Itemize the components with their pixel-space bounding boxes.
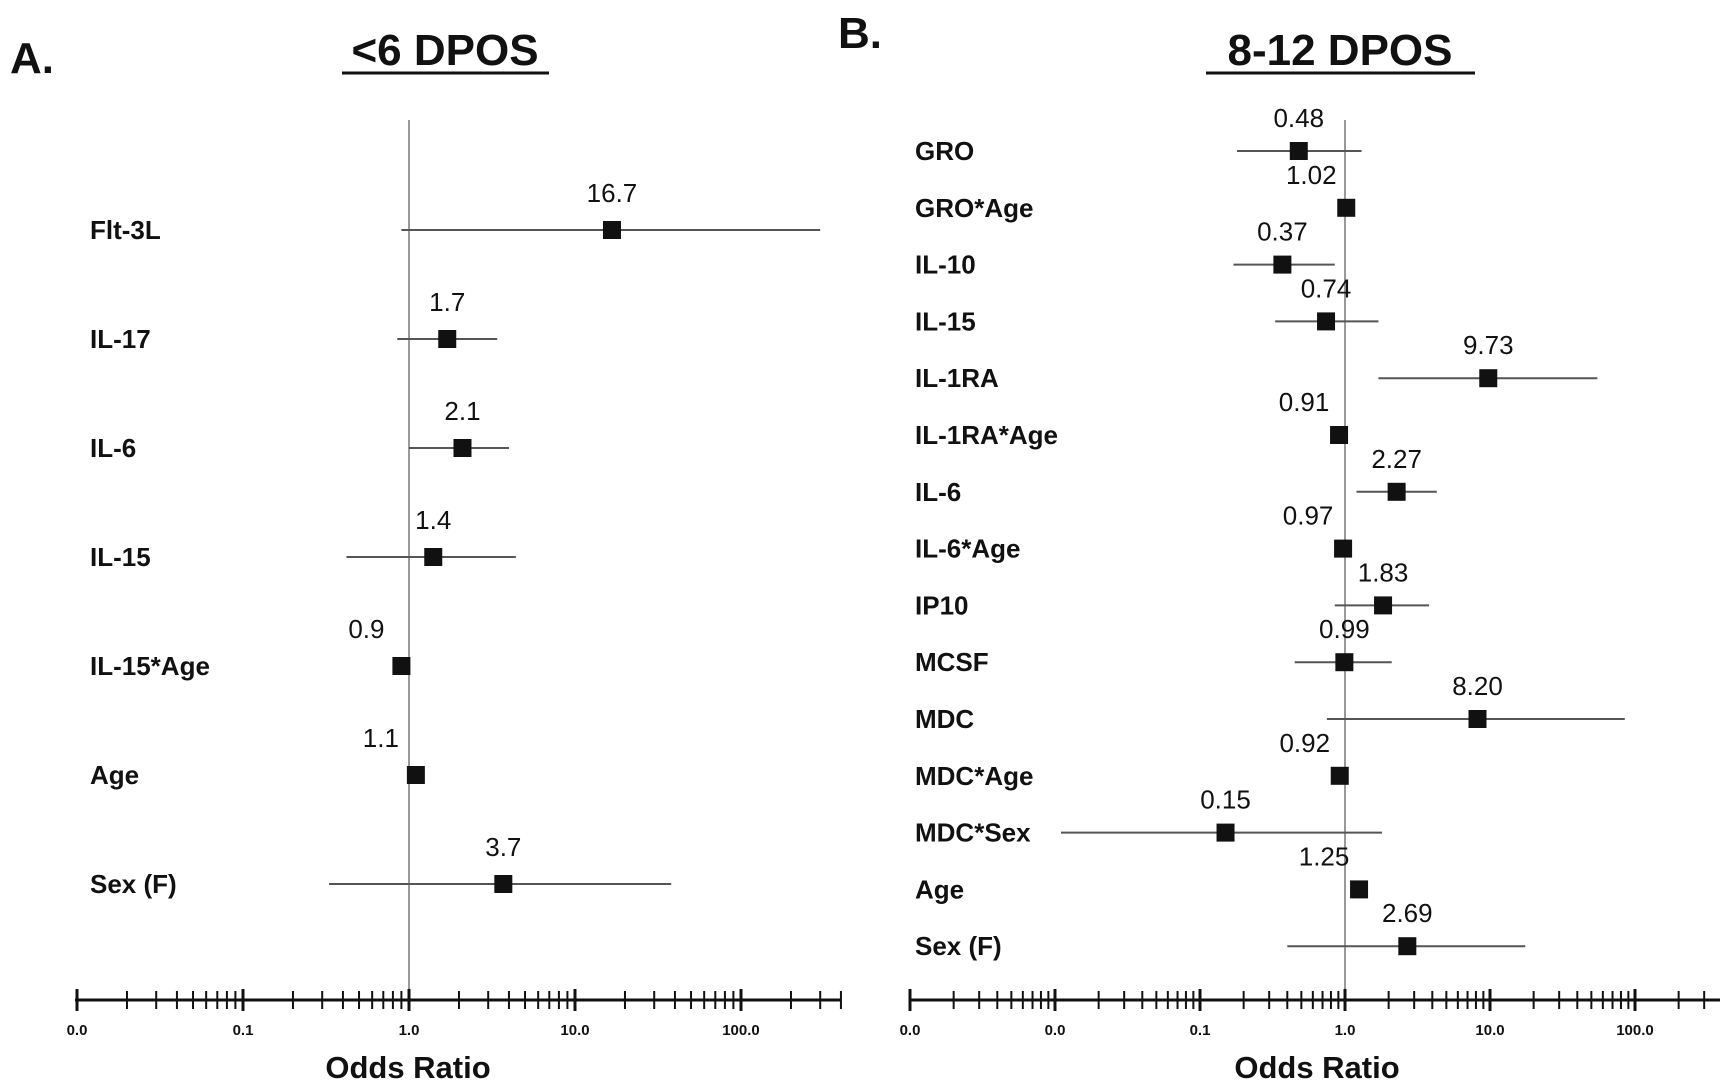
panel-a-odds-ratio-marker <box>438 330 457 348</box>
panel-b-row-label: Sex (F) <box>915 931 1002 961</box>
panel-a-plot: 0.0 0.1 1.0 10.0 100.0 Flt-3L 16.7 IL-17 1.7 IL-6… <box>67 120 842 1039</box>
panel-a-odds-ratio-marker <box>406 766 425 784</box>
panel-a-odds-ratio-marker <box>424 548 443 566</box>
panel-b-row-label: IL-1RA*Age <box>915 420 1058 450</box>
panel-a-tick-label: 0.1 <box>233 1022 254 1039</box>
panel-b-row-label: IL-6*Age <box>915 534 1020 564</box>
panel-b-odds-ratio-value: 1.02 <box>1286 160 1337 190</box>
panel-a-odds-ratio-marker <box>453 439 472 457</box>
panel-b-odds-ratio-marker <box>1335 653 1354 672</box>
panel-b-odds-ratio-value: 2.69 <box>1382 898 1433 928</box>
panel-b-odds-ratio-value: 9.73 <box>1463 330 1514 360</box>
panel-b-row-label: IL-15 <box>915 306 976 336</box>
panel-a-axis-title: Odds Ratio <box>325 1050 490 1085</box>
panel-b-odds-ratio-marker <box>1334 539 1353 558</box>
panel-a-odds-ratio-marker <box>392 657 411 675</box>
panel-b-odds-ratio-value: 0.99 <box>1319 614 1370 644</box>
panel-b-row-label: MDC*Age <box>915 761 1033 791</box>
panel-b-letter: B. <box>838 9 882 58</box>
panel-b-tick-label: 10.0 <box>1475 1022 1504 1039</box>
panel-b-row-label: MCSF <box>915 647 989 677</box>
panel-b-odds-ratio-value: 0.48 <box>1273 103 1324 133</box>
panel-a-tick-label: 1.0 <box>399 1022 420 1039</box>
panel-b-odds-ratio-marker <box>1317 312 1336 331</box>
panel-b-odds-ratio-value: 1.25 <box>1299 841 1350 871</box>
panel-b-odds-ratio-value: 8.20 <box>1452 671 1503 701</box>
panel-a-odds-ratio-value: 2.1 <box>444 396 480 426</box>
panel-b-tick-label: 0.1 <box>1190 1022 1211 1039</box>
panel-a-row-label: IL-15*Age <box>90 651 210 681</box>
panel-b-odds-ratio-value: 2.27 <box>1371 444 1422 474</box>
panel-b-odds-ratio-marker <box>1468 710 1487 728</box>
panel-b-odds-ratio-marker <box>1398 937 1417 956</box>
panel-b-odds-ratio-value: 0.92 <box>1279 728 1330 758</box>
panel-b-odds-ratio-value: 0.97 <box>1283 501 1334 531</box>
panel-a-row-label: Flt-3L <box>90 215 161 245</box>
panel-b-row-label: IL-1RA <box>915 363 999 393</box>
panel-b-row-label: IP10 <box>915 590 969 620</box>
panel-b-plot: 0.0 0.0 0.1 1.0 10.0 100.0 GRO 0.48 GRO*Age 1.02 I… <box>900 103 1720 1039</box>
panel-b-row-label: Age <box>915 874 964 904</box>
panel-b-row-label: GRO*Age <box>915 193 1033 223</box>
panel-b-row-label: MDC*Sex <box>915 818 1031 848</box>
panel-b-odds-ratio-marker <box>1216 823 1235 842</box>
panel-a-odds-ratio-value: 1.1 <box>363 723 399 753</box>
panel-b-odds-ratio-marker <box>1330 426 1349 444</box>
panel-b-odds-ratio-marker <box>1289 142 1308 160</box>
panel-a-odds-ratio-value: 1.7 <box>429 287 465 317</box>
panel-a-row-label: IL-15 <box>90 542 151 572</box>
panel-a-letter: A. <box>10 34 54 83</box>
panel-a-row-label: IL-6 <box>90 433 136 463</box>
panel-b-row-label: GRO <box>915 136 974 166</box>
panel-a-tick-label: 100.0 <box>722 1022 760 1039</box>
panel-b-odds-ratio-value: 0.74 <box>1301 273 1352 303</box>
panel-b-odds-ratio-value: 0.91 <box>1279 387 1330 417</box>
panel-b-odds-ratio-marker <box>1387 482 1406 501</box>
panel-a-tick-label: 10.0 <box>560 1022 589 1039</box>
panel-b-axis-title: Odds Ratio <box>1234 1050 1399 1085</box>
panel-b-odds-ratio-marker <box>1374 596 1393 615</box>
panel-a-row-label: IL-17 <box>90 324 151 354</box>
panel-a-odds-ratio-value: 16.7 <box>587 178 638 208</box>
panel-b-odds-ratio-value: 0.15 <box>1200 785 1251 815</box>
panel-a-tick-label: 0.0 <box>67 1022 88 1039</box>
panel-b-tick-label: 100.0 <box>1616 1022 1654 1039</box>
panel-b-odds-ratio-marker <box>1479 369 1498 388</box>
panel-a-title: <6 DPOS <box>351 26 538 75</box>
panel-b-odds-ratio-marker <box>1337 198 1356 217</box>
panel-b-row-label: MDC <box>915 704 974 734</box>
panel-b-row-label: IL-6 <box>915 477 961 507</box>
panel-b-odds-ratio-value: 0.37 <box>1257 217 1308 247</box>
panel-a-row-label: Age <box>90 760 139 790</box>
panel-a-odds-ratio-value: 3.7 <box>485 832 521 862</box>
panel-a-odds-ratio-marker <box>494 875 513 893</box>
panel-b-odds-ratio-marker <box>1273 255 1292 274</box>
panel-b-row-label: IL-10 <box>915 250 976 280</box>
panel-b-tick-label: 1.0 <box>1335 1022 1356 1039</box>
panel-a-row-label: Sex (F) <box>90 869 177 899</box>
panel-b-odds-ratio-marker <box>1330 766 1349 785</box>
panel-b-odds-ratio-marker <box>1350 880 1369 899</box>
panel-a-odds-ratio-marker <box>602 221 621 239</box>
panel-b-tick-label: 0.0 <box>900 1022 921 1039</box>
panel-a-odds-ratio-value: 0.9 <box>348 614 384 644</box>
panel-b-title: 8-12 DPOS <box>1228 26 1453 75</box>
panel-a-odds-ratio-value: 1.4 <box>415 505 451 535</box>
panel-b-tick-label: 0.0 <box>1045 1022 1066 1039</box>
panel-b-odds-ratio-value: 1.83 <box>1358 557 1409 587</box>
